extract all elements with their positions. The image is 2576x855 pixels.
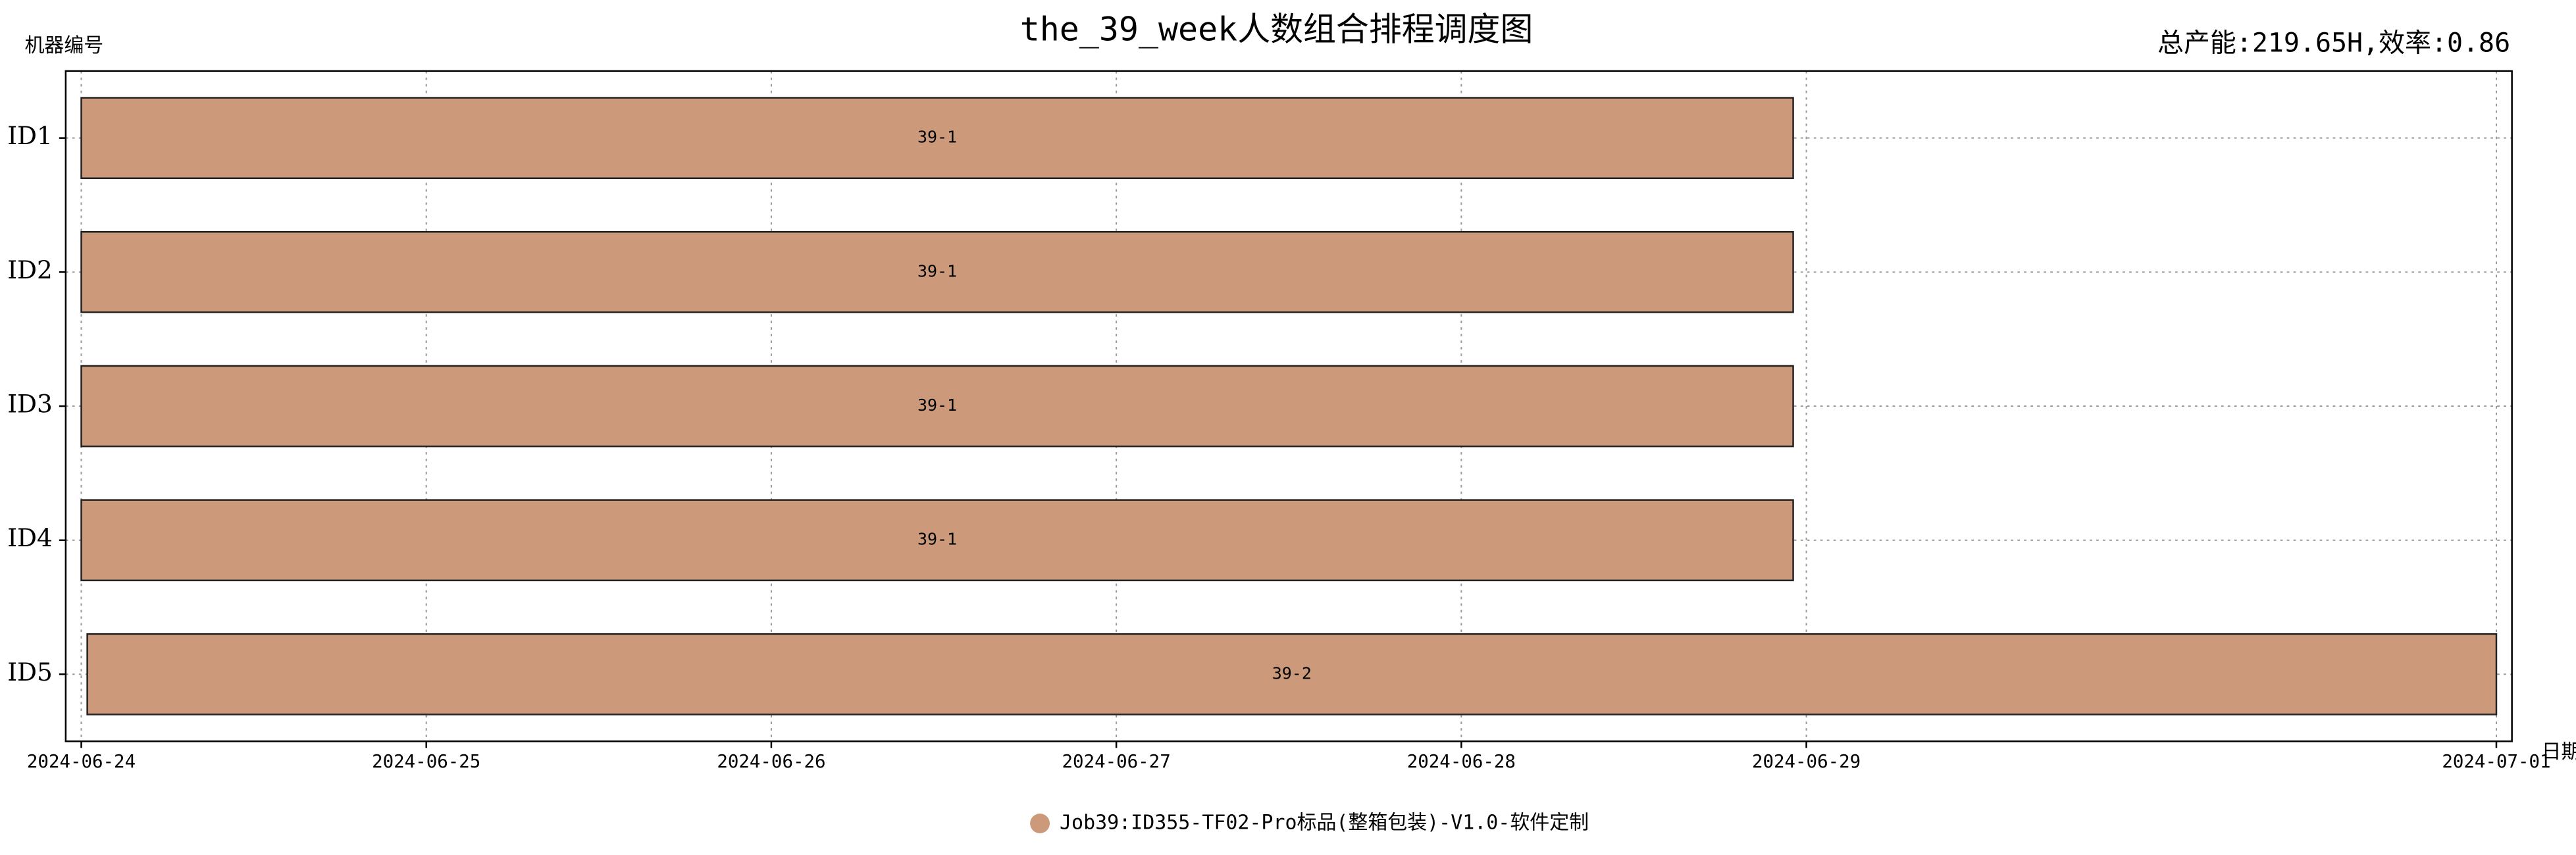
x-axis-label: 日期 — [2542, 740, 2576, 764]
x-tick-label: 2024-06-26 — [717, 752, 825, 772]
gantt-bar — [80, 97, 1794, 180]
bar-label: 39-1 — [917, 396, 957, 415]
annotation: 总产能:219.65H,效率:0.86 — [2157, 28, 2510, 58]
x-tick-label: 2024-06-27 — [1062, 752, 1171, 772]
legend-label: Job39:ID355-TF02-Pro标品(整箱包装)-V1.0-软件定制 — [1060, 812, 1589, 835]
x-tick-label: 2024-07-01 — [2442, 752, 2550, 772]
y-tick-label: ID2 — [7, 255, 53, 284]
x-tick-label: 2024-06-24 — [27, 752, 136, 772]
gantt-bar — [86, 633, 2498, 715]
bar-label: 39-1 — [917, 261, 957, 280]
y-tick-label: ID3 — [7, 390, 53, 419]
y-tick-label: ID4 — [7, 523, 53, 552]
chart-title: the_39_week人数组合排程调度图 — [1020, 10, 1533, 48]
plot-frame — [64, 70, 2513, 742]
y-tick-label: ID5 — [7, 658, 53, 687]
x-tick-label: 2024-06-28 — [1407, 752, 1516, 772]
y-axis-label: 机器编号 — [24, 34, 103, 57]
bar-label: 39-1 — [917, 530, 957, 549]
y-tick-label: ID1 — [7, 121, 53, 150]
bar-label: 39-2 — [1272, 663, 1312, 683]
x-tick-label: 2024-06-29 — [1752, 752, 1861, 772]
x-tick-label: 2024-06-25 — [372, 752, 480, 772]
gantt-bar — [80, 499, 1794, 582]
bar-label: 39-1 — [917, 128, 957, 147]
gantt-bar — [80, 365, 1794, 448]
gantt-bar — [80, 231, 1794, 313]
legend-marker — [1030, 814, 1050, 834]
